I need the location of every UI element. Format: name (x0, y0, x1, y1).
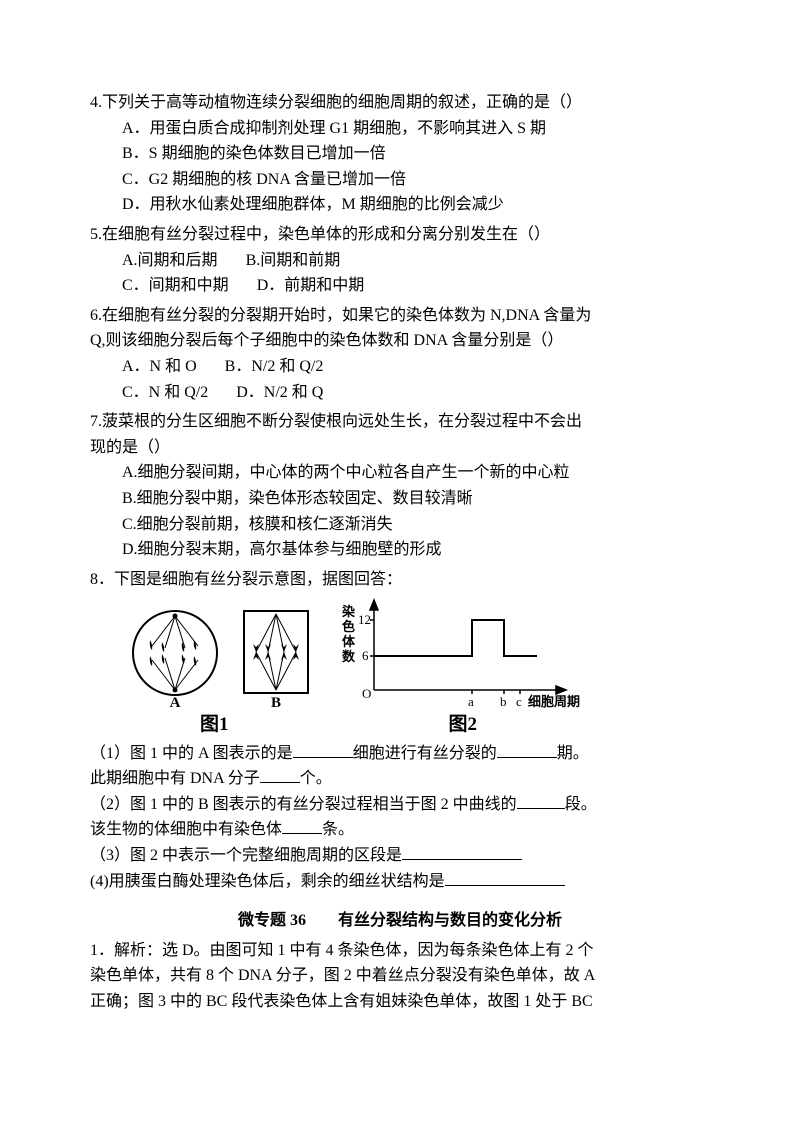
figure-labels: 图1 图2 (200, 710, 710, 740)
q7-opt-d: D.细胞分裂末期，高尔基体参与细胞壁的形成 (90, 537, 710, 563)
ytick-12: 12 (358, 612, 371, 627)
q5-opt-d: D．前期和中期 (257, 273, 365, 299)
q8-sub2d: 条。 (322, 821, 354, 838)
q8-sub1a: （1）图 1 中的 A 图表示的是 (90, 745, 293, 762)
cell-b-diagram: B (240, 608, 312, 708)
q6-options-row2: C．N 和 Q/2 D．N/2 和 Q (90, 380, 710, 406)
q5-opt-b: B.间期和前期 (246, 248, 341, 274)
answer-1b: 染色单体，共有 8 个 DNA 分子，图 2 中着丝点分裂没有染色单体，故 A (90, 963, 710, 989)
q4-opt-b: B．S 期细胞的染色体数目已增加一倍 (90, 141, 710, 167)
document-page: 4.下列关于高等动植物连续分裂细胞的细胞周期的叙述，正确的是（） A．用蛋白质合… (0, 0, 800, 1132)
blank (282, 817, 322, 834)
question-5: 5.在细胞有丝分裂过程中，染色单体的形成和分离分别发生在（） A.间期和后期 B… (90, 222, 710, 299)
q6-opt-a: A．N 和 O (122, 354, 197, 380)
q7-stem2: 现的是（） (90, 435, 710, 461)
q8-sub1b: 细胞进行有丝分裂的 (353, 745, 497, 762)
q6-opt-c: C．N 和 Q/2 (122, 380, 208, 406)
blank (260, 766, 300, 783)
q6-stem1: 6.在细胞有丝分裂的分裂期开始时，如果它的染色体数为 N,DNA 含量为 (90, 303, 710, 329)
q8-sub1-line2: 此期细胞中有 DNA 分子 个。 (90, 766, 710, 792)
q5-opt-c: C．间期和中期 (122, 273, 229, 299)
ylabel-3: 体 (342, 634, 356, 649)
section-title: 微专题 36 有丝分裂结构与数目的变化分析 (90, 908, 710, 934)
cell-b-label: B (271, 695, 281, 708)
question-6: 6.在细胞有丝分裂的分裂期开始时，如果它的染色体数为 N,DNA 含量为 Q,则… (90, 303, 710, 405)
q8-sub1e: 个。 (300, 770, 332, 787)
q6-opt-d: D．N/2 和 Q (236, 380, 323, 406)
blank (445, 869, 565, 886)
answer-1a: 1．解析：选 D。由图可知 1 中有 4 条染色体，因为每条染色体上有 2 个 (90, 938, 710, 964)
xlabel: 细胞周期 (528, 694, 580, 708)
question-7: 7.菠菜根的分生区细胞不断分裂使根向远处生长，在分裂过程中不会出 现的是（） A… (90, 409, 710, 563)
ytick-6: 6 (362, 648, 369, 663)
ylabel-4: 数 (342, 649, 356, 664)
q4-stem: 4.下列关于高等动植物连续分裂细胞的细胞周期的叙述，正确的是（） (90, 90, 710, 116)
q7-options: A.细胞分裂间期，中心体的两个中心粒各自产生一个新的中心粒 B.细胞分裂中期，染… (90, 460, 710, 562)
q7-opt-a: A.细胞分裂间期，中心体的两个中心粒各自产生一个新的中心粒 (90, 460, 710, 486)
question-8: 8．下图是细胞有丝分裂示意图，据图回答： A (90, 567, 710, 895)
cell-a-diagram: A (130, 608, 220, 708)
q8-sub2c: 该生物的体细胞中有染色体 (90, 821, 282, 838)
q5-options-row2: C．间期和中期 D．前期和中期 (90, 273, 710, 299)
ylabel-1: 染 (341, 604, 356, 619)
q6-opt-b: B．N/2 和 Q/2 (225, 354, 324, 380)
q8-sub2: （2）图 1 中的 B 图表示的有丝分裂过程相当于图 2 中曲线的 段。 (90, 792, 710, 818)
q8-sub2a: （2）图 1 中的 B 图表示的有丝分裂过程相当于图 2 中曲线的 (90, 796, 517, 813)
q8-sub4a: (4)用胰蛋白酶处理染色体后，剩余的细丝状结构是 (90, 873, 445, 890)
q7-opt-c: C.细胞分裂前期，核膜和核仁逐渐消失 (90, 512, 710, 538)
blank (517, 792, 565, 809)
q4-opt-d: D．用秋水仙素处理细胞群体，M 期细胞的比例会减少 (90, 192, 710, 218)
blank (402, 843, 522, 860)
fig1-label: 图1 (200, 710, 229, 740)
q8-sub1: （1）图 1 中的 A 图表示的是 细胞进行有丝分裂的 期。 (90, 741, 710, 767)
q4-opt-c: C．G2 期细胞的核 DNA 含量已增加一倍 (90, 167, 710, 193)
q8-sub2-line2: 该生物的体细胞中有染色体 条。 (90, 817, 710, 843)
q8-stem: 8．下图是细胞有丝分裂示意图，据图回答： (90, 567, 710, 593)
q5-opt-a: A.间期和后期 (122, 248, 218, 274)
chromosome-chart: 染 色 体 数 12 6 O a (332, 598, 582, 708)
q8-sub3: （3）图 2 中表示一个完整细胞周期的区段是 (90, 843, 710, 869)
blank (497, 741, 557, 758)
q4-options: A．用蛋白质合成抑制剂处理 G1 期细胞，不影响其进入 S 期 B．S 期细胞的… (90, 116, 710, 218)
q4-opt-a: A．用蛋白质合成抑制剂处理 G1 期细胞，不影响其进入 S 期 (90, 116, 710, 142)
q6-options-row1: A．N 和 O B．N/2 和 Q/2 (90, 354, 710, 380)
q6-stem2: Q,则该细胞分裂后每个子细胞中的染色体数和 DNA 含量分别是（） (90, 328, 710, 354)
question-4: 4.下列关于高等动植物连续分裂细胞的细胞周期的叙述，正确的是（） A．用蛋白质合… (90, 90, 710, 218)
cell-a-label: A (170, 695, 181, 708)
q8-sub3a: （3）图 2 中表示一个完整细胞周期的区段是 (90, 847, 402, 864)
xtick-c: c (516, 694, 522, 708)
ytick-o: O (362, 686, 371, 701)
answer-1c: 正确；图 3 中的 BC 段代表染色体上含有姐妹染色单体，故图 1 处于 BC (90, 989, 710, 1015)
q5-options-row1: A.间期和后期 B.间期和前期 (90, 248, 710, 274)
q8-sub1c: 期。 (557, 745, 589, 762)
q5-stem: 5.在细胞有丝分裂过程中，染色单体的形成和分离分别发生在（） (90, 222, 710, 248)
blank (293, 741, 353, 758)
ylabel-2: 色 (342, 619, 355, 634)
q7-stem1: 7.菠菜根的分生区细胞不断分裂使根向远处生长，在分裂过程中不会出 (90, 409, 710, 435)
xtick-a: a (468, 694, 474, 708)
q8-sub4: (4)用胰蛋白酶处理染色体后，剩余的细丝状结构是 (90, 869, 710, 895)
xtick-b: b (500, 694, 507, 708)
figure-row: A B (130, 598, 710, 708)
q8-sub2b: 段。 (565, 796, 597, 813)
q7-opt-b: B.细胞分裂中期，染色体形态较固定、数目较清晰 (90, 486, 710, 512)
q8-sub1d: 此期细胞中有 DNA 分子 (90, 770, 260, 787)
fig2-label: 图2 (449, 710, 478, 740)
